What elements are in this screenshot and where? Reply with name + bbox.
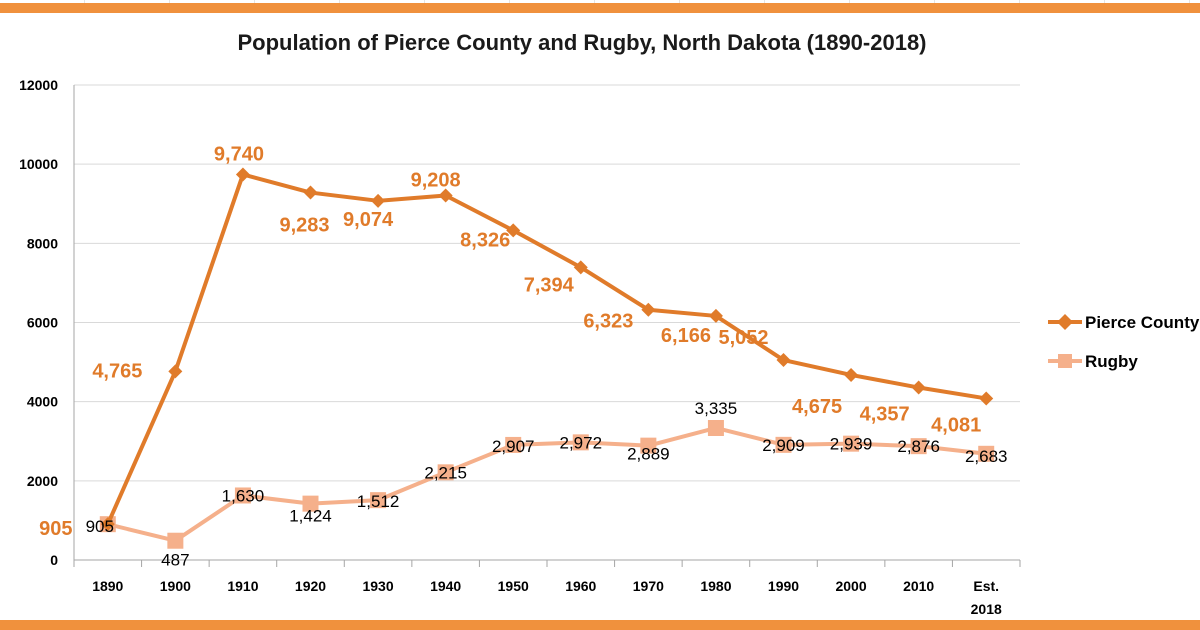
data-point-pierce-county: [844, 367, 859, 382]
x-tick-label: 1910: [227, 578, 258, 594]
x-tick-label: 1950: [498, 578, 529, 594]
x-axis-ticks: 1890 1900 1910 1920 1930 1940 1950 1960 1970 1980…: [92, 578, 1002, 617]
x-tick-label: 1900: [160, 578, 191, 594]
data-label-rugby: 1,512: [357, 492, 400, 511]
data-point-pierce-county: [168, 364, 183, 379]
x-tick-label: Est.: [973, 578, 999, 594]
data-label-pierce-county: 6,166: [661, 325, 711, 347]
series-line-pierce-county: [105, 172, 987, 525]
data-label-rugby: 487: [161, 551, 189, 570]
data-point-rugby: [843, 435, 860, 452]
x-tick-label: 1970: [633, 578, 664, 594]
data-labels: 905 4,765 9,740 9,283 9,074 9,208 8,326 7,394 6,…: [39, 143, 1007, 569]
x-tick-label: 1980: [700, 578, 731, 594]
data-label-pierce-county: 5,052: [718, 327, 768, 349]
data-point-rugby: [234, 487, 251, 504]
data-label-rugby: 2,972: [560, 433, 603, 452]
data-label-pierce-county: 4,765: [92, 360, 142, 382]
data-point-pierce-county: [100, 517, 115, 532]
data-label-pierce-county: 9,074: [343, 209, 394, 231]
data-label-rugby: 2,215: [424, 463, 467, 482]
data-point-pierce-county: [573, 260, 588, 275]
data-point-rugby: [167, 532, 184, 549]
data-point-rugby: [640, 437, 657, 454]
x-tick-label: 1960: [565, 578, 596, 594]
data-label-rugby: 1,630: [222, 486, 265, 505]
legend-label-pierce-county: Pierce County: [1085, 313, 1200, 332]
top-accent-bar: [0, 3, 1200, 13]
data-label-pierce-county: 6,323: [583, 311, 633, 333]
y-tick-label: 6000: [27, 315, 58, 331]
x-tick-label: 1890: [92, 578, 123, 594]
data-label-pierce-county: 4,675: [792, 396, 842, 418]
data-point-rugby: [775, 436, 792, 453]
data-label-pierce-county: 905: [39, 518, 72, 540]
series: [99, 167, 995, 549]
data-point-rugby: [572, 434, 589, 451]
data-point-pierce-county: [911, 380, 926, 395]
data-label-pierce-county: 8,326: [460, 229, 510, 251]
top-ghost-gridlines: [0, 0, 1200, 3]
legend-item-pierce-county[interactable]: Pierce County: [1048, 313, 1200, 332]
data-label-rugby: 2,907: [492, 437, 535, 456]
x-tick-label: 2018: [971, 601, 1002, 617]
y-tick-label: 12000: [19, 77, 58, 93]
data-label-rugby: 2,939: [830, 435, 873, 454]
x-tick-label: 2010: [903, 578, 934, 594]
x-tick-label: 1990: [768, 578, 799, 594]
data-point-pierce-county: [371, 193, 386, 208]
data-point-rugby: [910, 438, 927, 455]
legend-item-rugby[interactable]: Rugby: [1048, 352, 1138, 371]
data-point-pierce-county: [641, 302, 656, 317]
data-point-rugby: [505, 436, 522, 453]
y-tick-label: 10000: [19, 156, 58, 172]
data-point-pierce-county: [235, 167, 250, 182]
legend-label-rugby: Rugby: [1085, 352, 1138, 371]
x-tick-label: 1930: [362, 578, 393, 594]
data-point-rugby: [437, 464, 454, 481]
gridlines: [74, 84, 1020, 482]
data-label-rugby: 2,909: [762, 436, 805, 455]
data-point-pierce-county: [776, 353, 791, 368]
data-label-pierce-county: 4,081: [931, 414, 981, 436]
data-point-rugby: [302, 495, 319, 512]
data-label-pierce-county: 9,740: [214, 143, 264, 165]
data-point-pierce-county: [438, 188, 453, 203]
x-tick-label: 1940: [430, 578, 461, 594]
legend: Pierce County Rugby: [1048, 313, 1200, 371]
x-tick-label: 2000: [835, 578, 866, 594]
data-label-rugby: 2,683: [965, 447, 1008, 466]
legend-marker-pierce-county: [1057, 314, 1073, 330]
series-line-rugby: [107, 425, 987, 543]
data-label-pierce-county: 9,208: [411, 170, 461, 192]
data-point-pierce-county: [708, 308, 723, 323]
y-tick-label: 4000: [27, 394, 58, 410]
data-label-rugby: 3,335: [695, 399, 738, 418]
data-label-pierce-county: 7,394: [524, 274, 575, 296]
data-point-pierce-county: [303, 185, 318, 200]
y-axis-ticks: 0 2000 4000 6000 8000 10000 12000: [19, 77, 58, 568]
data-label-rugby: 2,876: [897, 437, 940, 456]
y-tick-label: 8000: [27, 235, 58, 251]
chart-title: Population of Pierce County and Rugby, N…: [237, 30, 926, 55]
data-label-pierce-county: 4,357: [860, 404, 910, 426]
data-label-rugby: 905: [86, 517, 114, 536]
data-point-rugby: [370, 492, 387, 509]
legend-marker-rugby: [1058, 354, 1072, 368]
y-tick-label: 0: [50, 552, 58, 568]
data-point-pierce-county: [506, 223, 521, 238]
data-label-rugby: 2,889: [627, 445, 670, 464]
data-label-rugby: 1,424: [289, 507, 332, 526]
axes: [73, 85, 1021, 567]
data-point-rugby: [707, 419, 724, 436]
y-tick-label: 2000: [27, 473, 58, 489]
x-tick-label: 1920: [295, 578, 326, 594]
bottom-accent-bar: [0, 620, 1200, 630]
data-point-pierce-county: [979, 391, 994, 406]
data-label-pierce-county: 9,283: [279, 215, 329, 237]
data-point-rugby: [978, 445, 995, 462]
